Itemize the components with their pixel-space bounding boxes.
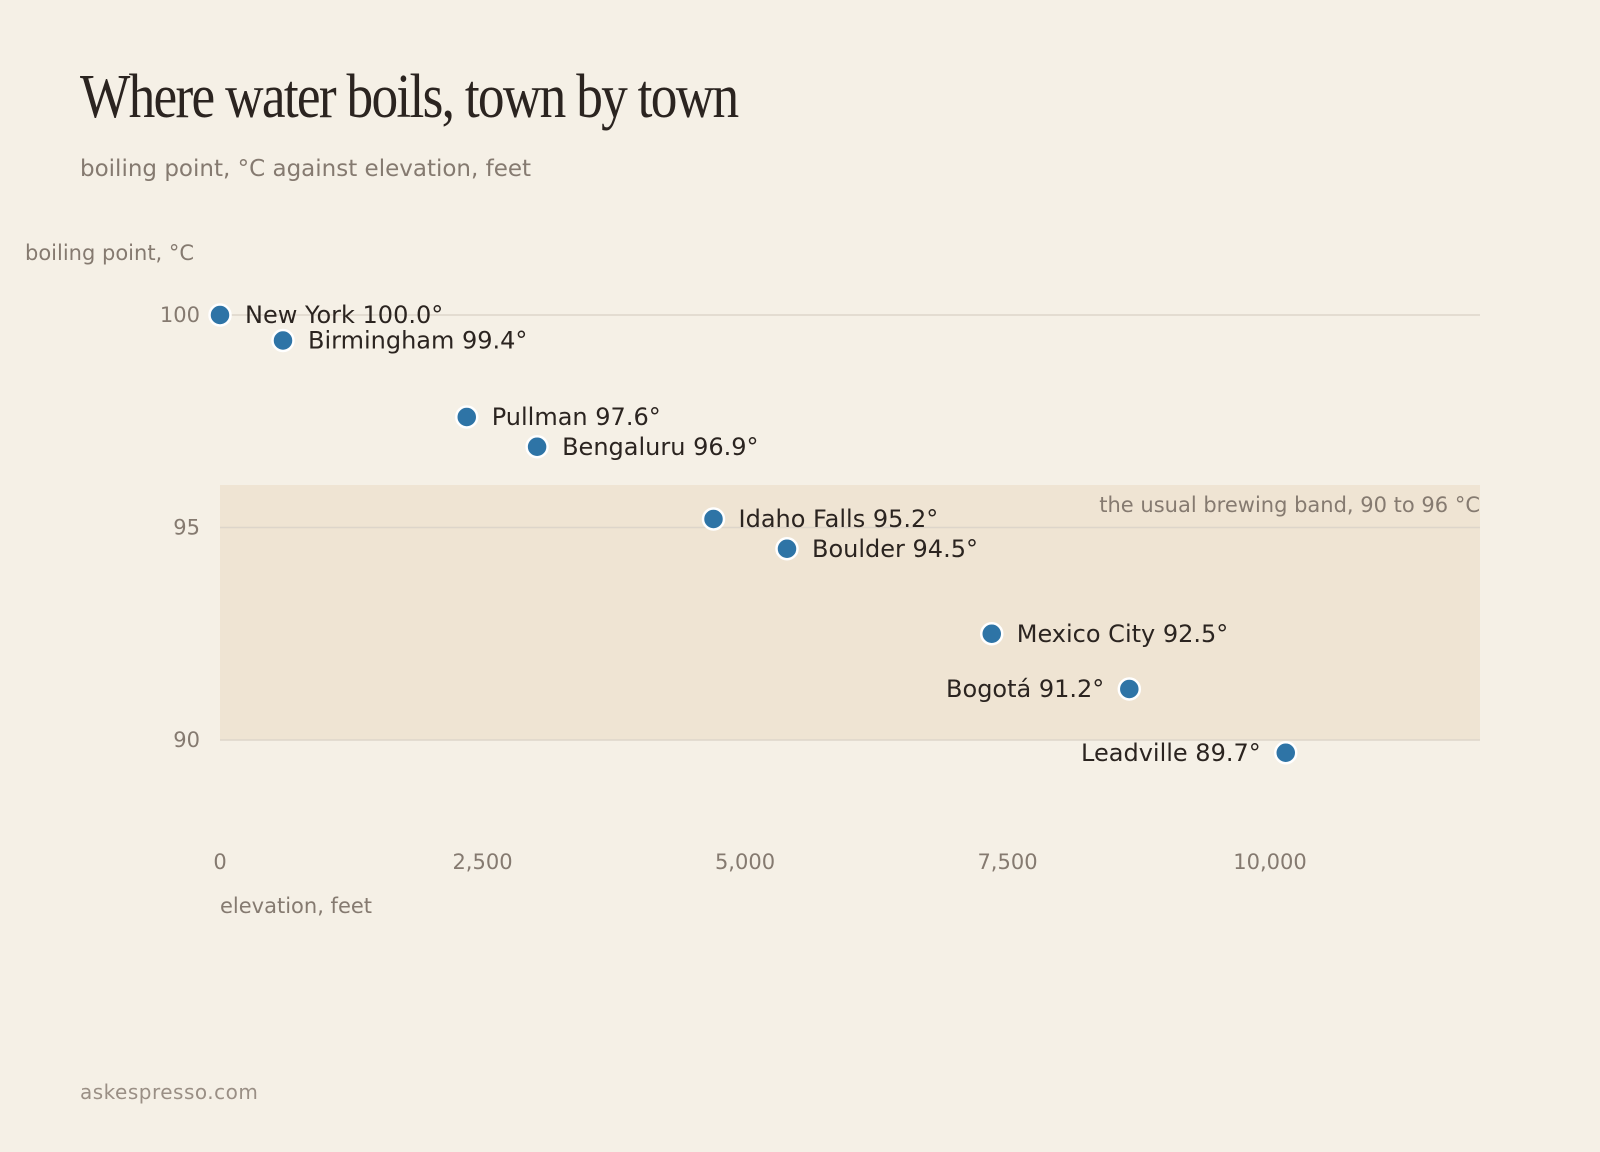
data-point [1274, 741, 1298, 765]
data-point-label: Boulder 94.5° [812, 535, 978, 563]
chart-subtitle: boiling point, °C against elevation, fee… [80, 156, 532, 182]
data-point [701, 507, 726, 531]
data-point-label: Mexico City 92.5° [1017, 620, 1229, 648]
data-point [980, 622, 1004, 646]
x-axis-ticks: 0 2,500 5,000 7,500 10,000 [213, 850, 1306, 874]
y-axis-title: boiling point, °C [25, 241, 194, 265]
y-axis-ticks: 90 95 100 [160, 303, 200, 752]
data-point [271, 328, 295, 353]
y-tick-label: 100 [160, 303, 200, 327]
y-tick-label: 90 [173, 728, 200, 752]
data-point-label: Leadville 89.7° [1081, 739, 1261, 767]
data-points: New York 100.0°Birmingham 99.4° Pullman 9… [208, 301, 1298, 767]
data-point [1117, 677, 1142, 701]
x-tick-label: 10,000 [1233, 850, 1306, 874]
brewing-band-label: the usual brewing band, 90 to 96 °C [1099, 493, 1480, 517]
y-tick-label: 95 [173, 516, 200, 540]
data-point-label: Birmingham 99.4° [308, 327, 527, 355]
x-tick-label: 2,500 [452, 850, 512, 874]
x-axis-title: elevation, feet [220, 894, 372, 918]
chart-title: Where water boils, town by town [80, 63, 739, 131]
grid-lines [220, 314, 1480, 741]
x-tick-label: 7,500 [977, 850, 1037, 874]
data-point [455, 405, 479, 429]
data-point [775, 537, 799, 561]
data-point-label: Pullman 97.6° [492, 403, 661, 431]
data-point-label: Idaho Falls 95.2° [739, 505, 939, 533]
source-credit: askespresso.com [80, 1080, 259, 1104]
data-point [525, 435, 549, 459]
data-point-label: Bogotá 91.2° [946, 675, 1104, 703]
x-tick-label: 0 [213, 850, 226, 874]
x-tick-label: 5,000 [715, 850, 775, 874]
data-point-label: New York 100.0° [245, 301, 443, 329]
data-point [208, 303, 232, 327]
data-point-label: Bengaluru 96.9° [562, 433, 758, 461]
